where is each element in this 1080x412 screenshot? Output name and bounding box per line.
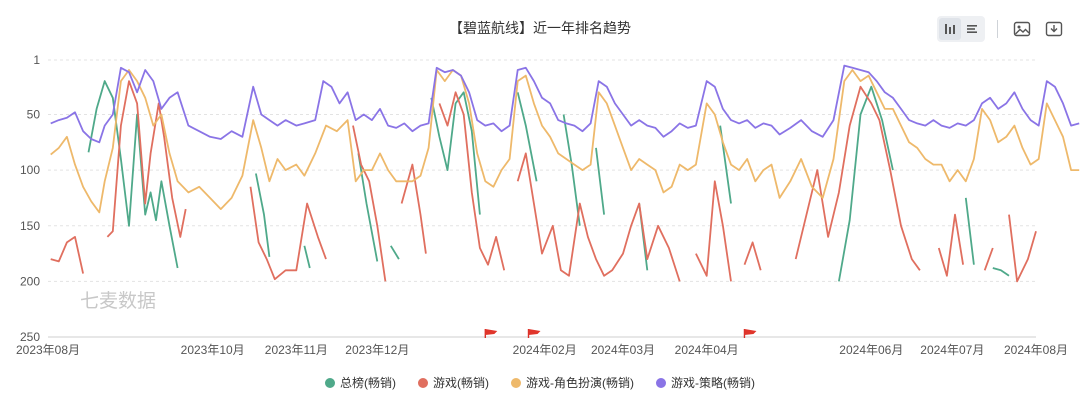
- watermark: 七麦数据: [80, 290, 156, 312]
- y-tick-label: 50: [27, 108, 41, 122]
- legend-label: 游戏(畅销): [433, 376, 489, 390]
- x-tick-label: 2024年03月: [591, 343, 655, 357]
- list-icon[interactable]: [961, 18, 983, 40]
- x-tick-label: 2024年06月: [839, 343, 903, 357]
- series-lines: [50, 64, 1080, 283]
- legend-item[interactable]: 游戏-角色扮演(畅销): [511, 374, 634, 391]
- image-icon[interactable]: [1010, 17, 1034, 41]
- x-tick-label: 2023年11月: [265, 343, 328, 357]
- x-tick-label: 2023年10月: [181, 343, 245, 357]
- chart-toolbar: [937, 16, 1066, 42]
- event-flag-icon[interactable]: [527, 329, 541, 338]
- legend-swatch: [656, 377, 666, 388]
- legend-item[interactable]: 游戏-策略(畅销): [656, 374, 755, 391]
- x-axis-ticks: 2023年08月 2023年10月 2023年11月 2023年12月 2024年02月…: [16, 343, 1068, 357]
- y-tick-label: 100: [20, 163, 40, 177]
- series-line: [50, 80, 1037, 283]
- legend-label: 游戏-角色扮演(畅销): [526, 376, 634, 390]
- event-flag-icon[interactable]: [484, 329, 498, 338]
- y-tick-label: 150: [20, 219, 40, 233]
- grid-lines: [48, 59, 1036, 338]
- legend-item[interactable]: 总榜(畅销): [325, 374, 396, 391]
- x-tick-label: 2024年04月: [675, 343, 739, 357]
- event-flag-icon[interactable]: [743, 329, 757, 338]
- bar-chart-icon[interactable]: [939, 18, 961, 40]
- event-flags: [484, 329, 757, 338]
- legend-label: 总榜(畅销): [340, 376, 396, 390]
- legend-swatch: [511, 377, 521, 388]
- legend-swatch: [418, 377, 428, 388]
- toolbar-divider: [997, 20, 998, 38]
- legend-item[interactable]: 游戏(畅销): [418, 374, 489, 391]
- chart-title: 【碧蓝航线】近一年排名趋势: [449, 20, 631, 36]
- x-tick-label: 2023年12月: [345, 343, 409, 357]
- legend-label: 游戏-策略(畅销): [671, 376, 755, 390]
- y-tick-label: 200: [20, 274, 40, 288]
- x-tick-label: 2024年02月: [513, 343, 577, 357]
- x-tick-label: 2023年08月: [16, 343, 80, 357]
- series-line: [50, 69, 1080, 214]
- x-tick-label: 2024年07月: [920, 343, 984, 357]
- legend-swatch: [325, 377, 335, 388]
- series-line: [87, 80, 1010, 282]
- view-toggle-group: [937, 16, 985, 42]
- y-tick-label: 250: [20, 330, 40, 344]
- x-tick-label: 2024年08月: [1004, 343, 1068, 357]
- chart-legend: 总榜(畅销) 游戏(畅销) 游戏-角色扮演(畅销) 游戏-策略(畅销): [0, 374, 1080, 391]
- y-tick-label: 1: [33, 53, 40, 67]
- series-line: [50, 64, 1080, 144]
- download-icon[interactable]: [1042, 17, 1066, 41]
